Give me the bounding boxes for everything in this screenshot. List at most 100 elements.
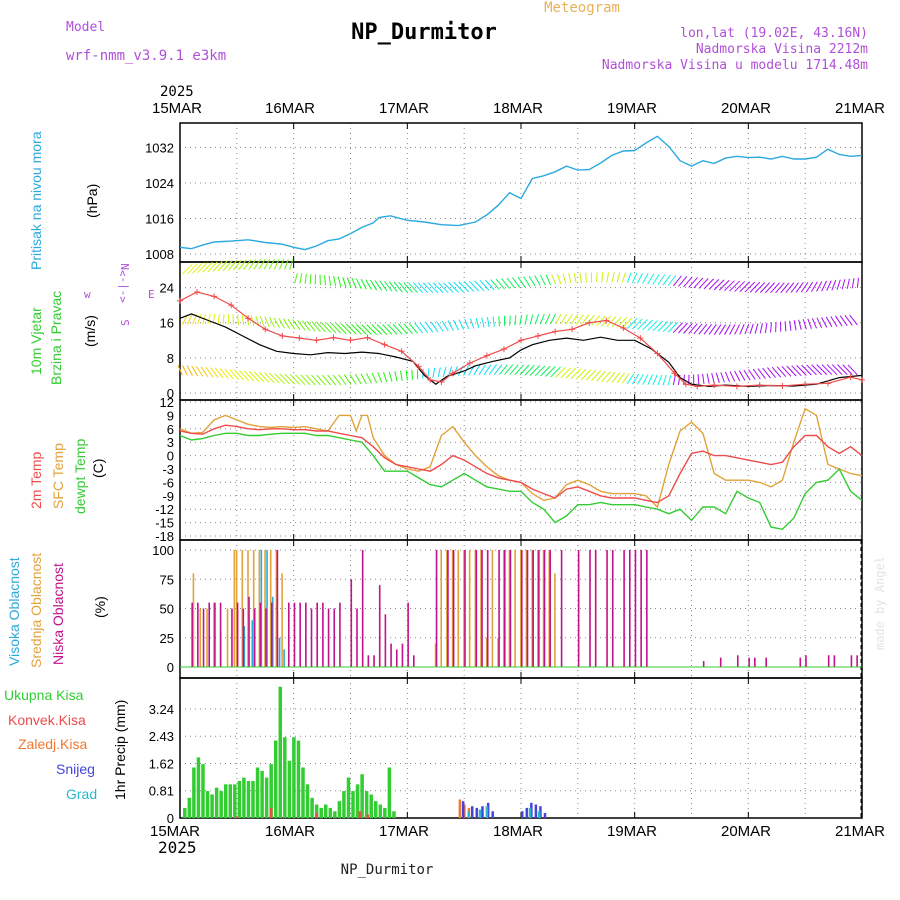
total-precip-bar <box>364 791 369 818</box>
wind-direction-arrow <box>720 372 725 383</box>
wind-direction-arrow <box>447 320 454 331</box>
wind-direction-arrow <box>425 322 434 333</box>
mid-cloud-bar <box>233 550 236 667</box>
total-precip-bar <box>323 804 328 818</box>
frozen-precip-bar <box>458 799 462 818</box>
wind-direction-arrow <box>463 281 475 292</box>
wind-direction-arrow <box>349 374 357 385</box>
wind-direction-arrow <box>366 324 377 335</box>
wind-direction-arrow <box>517 276 526 288</box>
total-precip-bar <box>255 767 260 818</box>
wind-direction-arrow <box>657 374 663 386</box>
wind-direction-arrow <box>253 371 265 383</box>
total-precip-bar <box>233 784 237 818</box>
wind-direction-arrow <box>807 318 812 329</box>
wind-direction-arrow <box>356 324 367 335</box>
hail-bar <box>528 807 532 818</box>
y-tick-label: 1032 <box>145 140 174 155</box>
wind-direction-arrow <box>345 323 357 335</box>
wind-direction-arrow <box>795 282 804 293</box>
snow-bar <box>486 802 490 818</box>
mid-cloud-bar <box>485 637 488 667</box>
mid-cloud-bar <box>440 550 443 667</box>
wind-direction-arrow <box>187 263 198 275</box>
wind-direction-arrow <box>580 369 592 381</box>
wind-gust-marker <box>449 370 456 377</box>
wind-direction-arrow <box>519 364 530 376</box>
y-tick-label: 0.81 <box>149 784 174 799</box>
wind-direction-arrow <box>222 260 233 271</box>
wind-direction-arrow <box>264 316 270 328</box>
wind-direction-arrow <box>847 364 858 376</box>
total-precip-bar <box>201 764 205 818</box>
wind-direction-arrow <box>273 258 280 270</box>
wind-direction-arrow <box>432 282 444 294</box>
wind-direction-arrow <box>678 276 688 287</box>
wind-direction-arrow <box>715 372 720 383</box>
wind-direction-arrow <box>529 365 541 376</box>
mid-cloud-bar <box>468 550 471 667</box>
y-tick-label: 0 <box>167 386 174 401</box>
low-cloud-bar <box>231 608 233 667</box>
snow-bar <box>534 804 538 818</box>
date-top-label: 16MAR <box>265 100 316 117</box>
station-elevation: Nadmorska Visina 2212m <box>695 42 868 57</box>
mid-cloud-bar <box>275 550 278 667</box>
wind-direction-arrow <box>258 258 266 270</box>
wind-direction-arrow <box>305 374 316 386</box>
total-precip-bar <box>360 774 364 818</box>
total-precip-bar <box>228 784 233 818</box>
wind-direction-arrow <box>579 272 582 283</box>
low-cloud-bar <box>316 602 318 667</box>
wind-direction-arrow <box>441 320 449 332</box>
wind-gust-marker <box>211 293 218 300</box>
wind-direction-arrow <box>657 321 669 332</box>
wind-direction-arrow <box>831 364 843 375</box>
total-precip-bar <box>242 777 246 818</box>
total-precip-bar <box>337 801 342 818</box>
wind-direction-arrow <box>453 281 464 293</box>
wind-gust-marker <box>466 360 473 367</box>
wind-direction-arrow <box>759 282 771 293</box>
wind-direction-arrow <box>831 280 837 291</box>
high-cloud-bar <box>271 596 274 667</box>
wind-direction-arrow <box>647 374 654 385</box>
low-cloud-bar <box>611 550 614 667</box>
wind-direction-arrow <box>248 259 257 270</box>
snow-bar <box>521 811 524 818</box>
wind-direction-arrow <box>596 370 606 382</box>
wind-direction-arrow <box>243 259 252 270</box>
wind-gust-marker <box>381 341 388 348</box>
y-tick-label: 50 <box>160 602 174 617</box>
wind-direction-arrow <box>289 259 294 270</box>
wind-direction-arrow <box>749 281 761 293</box>
total-precip-bar <box>183 807 187 818</box>
wind-direction-arrow <box>284 373 296 385</box>
wind-gust-marker <box>500 346 507 353</box>
wind-gust-marker <box>637 335 644 342</box>
wind-direction-arrow <box>287 318 296 330</box>
wind-direction-arrow <box>708 324 717 335</box>
wind-direction-arrow <box>453 319 459 331</box>
wind-direction-arrow <box>403 323 413 335</box>
total-precip-bar <box>355 784 360 818</box>
low-cloud-bar <box>634 550 637 667</box>
conv-precip-bar <box>269 807 273 818</box>
low-cloud-bar <box>242 608 245 667</box>
total-precip-bar <box>314 804 319 818</box>
total-precip-bar <box>260 770 264 818</box>
wind-direction-arrow <box>734 281 746 292</box>
mid-cloud-bar <box>451 550 454 667</box>
low-cloud-bar <box>577 550 580 667</box>
total-precip-bar <box>296 740 301 818</box>
total-precip-bar <box>383 807 387 818</box>
date-bottom-label: 18MAR <box>493 823 544 840</box>
wind-direction-arrow <box>786 365 797 377</box>
low-cloud-bar <box>498 550 500 667</box>
wind-direction-arrow <box>177 364 183 376</box>
high-cloud-bar <box>283 649 285 667</box>
wind-direction-arrow <box>585 369 597 381</box>
hail-bar <box>485 806 489 818</box>
wind-direction-arrow <box>361 324 372 335</box>
mid-cloud-bar <box>463 550 465 667</box>
